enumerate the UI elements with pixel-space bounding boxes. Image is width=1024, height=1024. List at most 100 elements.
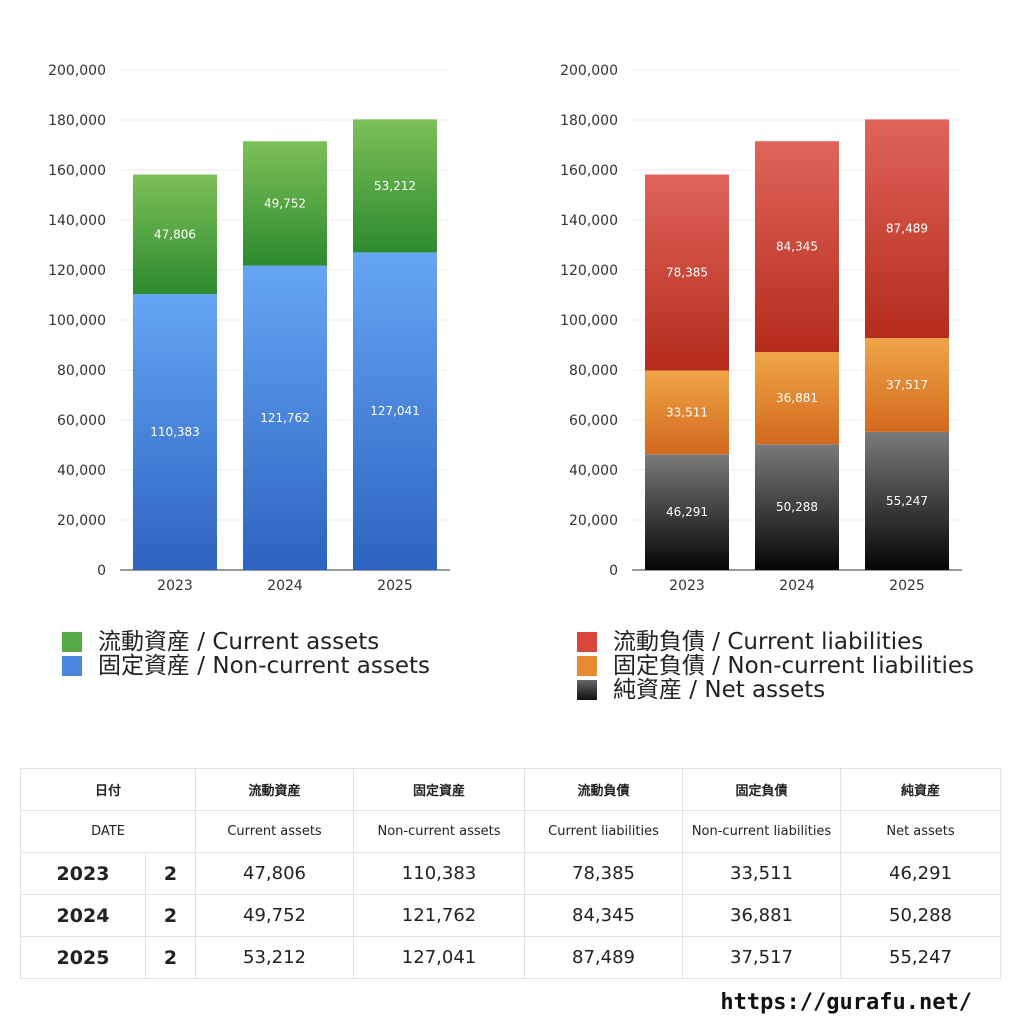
cell-net-assets: 55,247: [840, 936, 1002, 979]
cell-year: 2023: [20, 852, 146, 895]
header-noncurrent-assets-en: Non-current assets: [353, 810, 526, 853]
header-net-assets-en: Net assets: [840, 810, 1002, 853]
y-tick-label: 120,000: [560, 263, 618, 279]
header-noncurrent-liabilities-en: Non-current liabilities: [682, 810, 842, 853]
cell-year: 2024: [20, 894, 146, 937]
liabilities-chart: 0 20,000 40,000 60,000 80,000 100,000 120,000 1…: [560, 63, 962, 594]
cell-current-assets: 47,806: [195, 852, 355, 895]
x-tick-label: 2025: [889, 578, 925, 594]
header-date-en: DATE: [19, 810, 197, 853]
legend-label: 純資産 / Net assets: [613, 677, 826, 703]
bar-segment: [865, 338, 949, 432]
header-noncurrent-liabilities: 固定負債: [682, 768, 842, 811]
legend-item-net-assets: 純資産 / Net assets: [577, 678, 974, 702]
y-tick-label: 140,000: [560, 213, 618, 229]
bar-segment: [243, 265, 327, 570]
data-label: 121,762: [260, 411, 310, 425]
legend-label: 固定負債 / Non-current liabilities: [613, 653, 974, 679]
table-row: 2025 2 53,212 127,041 87,489 37,517 55,2…: [20, 936, 1002, 979]
bar-segment: [755, 352, 839, 445]
y-tick-label: 40,000: [57, 463, 106, 479]
y-tick-label: 0: [97, 563, 106, 579]
data-label: 46,291: [666, 505, 708, 519]
data-label: 84,345: [776, 240, 818, 254]
y-tick-label: 100,000: [560, 313, 618, 329]
y-tick-label: 40,000: [569, 463, 618, 479]
bar-segment: [645, 454, 729, 570]
legend-swatch: [577, 632, 597, 652]
legend-label: 固定資産 / Non-current assets: [98, 653, 431, 679]
header-date: 日付: [19, 768, 197, 811]
table-header-jp: 日付 流動資産 固定資産 流動負債 固定負債 純資産: [19, 768, 1002, 811]
x-tick-label: 2024: [779, 578, 815, 594]
legend-item-noncurrent-liabilities: 固定負債 / Non-current liabilities: [577, 654, 974, 678]
data-label: 78,385: [666, 266, 708, 280]
y-tick-label: 200,000: [48, 63, 106, 79]
header-noncurrent-assets: 固定資産: [353, 768, 526, 811]
cell-noncurrent-liabilities: 33,511: [682, 852, 842, 895]
bar-segment: [645, 370, 729, 455]
bar-segment: [243, 141, 327, 266]
data-label: 50,288: [776, 500, 818, 514]
y-tick-label: 80,000: [57, 363, 106, 379]
x-tick-label: 2023: [157, 578, 193, 594]
bar-segment: [133, 174, 217, 295]
header-current-assets-en: Current assets: [195, 810, 355, 853]
cell-year: 2025: [20, 936, 146, 979]
bar-segment: [133, 294, 217, 570]
header-current-assets: 流動資産: [195, 768, 355, 811]
data-label: 37,517: [886, 378, 928, 392]
y-tick-label: 200,000: [560, 63, 618, 79]
header-current-liabilities: 流動負債: [524, 768, 684, 811]
cell-current-assets: 53,212: [195, 936, 355, 979]
y-tick-label: 140,000: [48, 213, 106, 229]
cell-net-assets: 46,291: [840, 852, 1002, 895]
y-tick-label: 20,000: [569, 513, 618, 529]
y-tick-label: 160,000: [560, 163, 618, 179]
liabilities-legend: 流動負債 / Current liabilities 固定負債 / Non-cu…: [577, 630, 974, 702]
y-tick-label: 60,000: [57, 413, 106, 429]
bar-segment: [865, 119, 949, 339]
header-net-assets: 純資産: [840, 768, 1002, 811]
y-tick-label: 20,000: [57, 513, 106, 529]
cell-current-liabilities: 87,489: [524, 936, 684, 979]
cell-current-assets: 49,752: [195, 894, 355, 937]
header-current-liabilities-en: Current liabilities: [524, 810, 684, 853]
bar-segment: [755, 444, 839, 570]
data-label: 33,511: [666, 405, 708, 419]
legend-swatch: [577, 680, 597, 700]
bar-segment: [865, 431, 949, 570]
legend-swatch: [62, 656, 82, 676]
data-table: 日付 流動資産 固定資産 流動負債 固定負債 純資産 DATE Current …: [19, 768, 1002, 979]
cell-current-liabilities: 78,385: [524, 852, 684, 895]
x-tick-label: 2023: [669, 578, 705, 594]
y-tick-label: 120,000: [48, 263, 106, 279]
y-tick-label: 80,000: [569, 363, 618, 379]
data-label: 47,806: [154, 227, 196, 241]
y-tick-label: 100,000: [48, 313, 106, 329]
bar-segment: [755, 141, 839, 353]
source-url[interactable]: https://gurafu.net/: [720, 990, 972, 1015]
table-row: 2023 2 47,806 110,383 78,385 33,511 46,2…: [20, 852, 1002, 895]
bar-segment: [353, 252, 437, 570]
y-tick-label: 160,000: [48, 163, 106, 179]
cell-current-liabilities: 84,345: [524, 894, 684, 937]
data-label: 127,041: [370, 404, 420, 418]
legend-item-current-liabilities: 流動負債 / Current liabilities: [577, 630, 974, 654]
cell-noncurrent-liabilities: 37,517: [682, 936, 842, 979]
cell-quarter: 2: [144, 852, 197, 895]
legend-item-current-assets: 流動資産 / Current assets: [62, 630, 430, 654]
assets-legend: 流動資産 / Current assets 固定資産 / Non-current…: [62, 630, 430, 678]
legend-swatch: [577, 656, 597, 676]
data-label: 49,752: [264, 196, 306, 210]
legend-label: 流動資産 / Current assets: [98, 629, 380, 655]
y-tick-label: 180,000: [48, 113, 106, 129]
cell-noncurrent-assets: 121,762: [353, 894, 526, 937]
bar-segment: [645, 174, 729, 371]
data-label: 55,247: [886, 494, 928, 508]
y-tick-label: 180,000: [560, 113, 618, 129]
cell-noncurrent-assets: 110,383: [353, 852, 526, 895]
cell-net-assets: 50,288: [840, 894, 1002, 937]
x-tick-label: 2024: [267, 578, 303, 594]
cell-noncurrent-assets: 127,041: [353, 936, 526, 979]
